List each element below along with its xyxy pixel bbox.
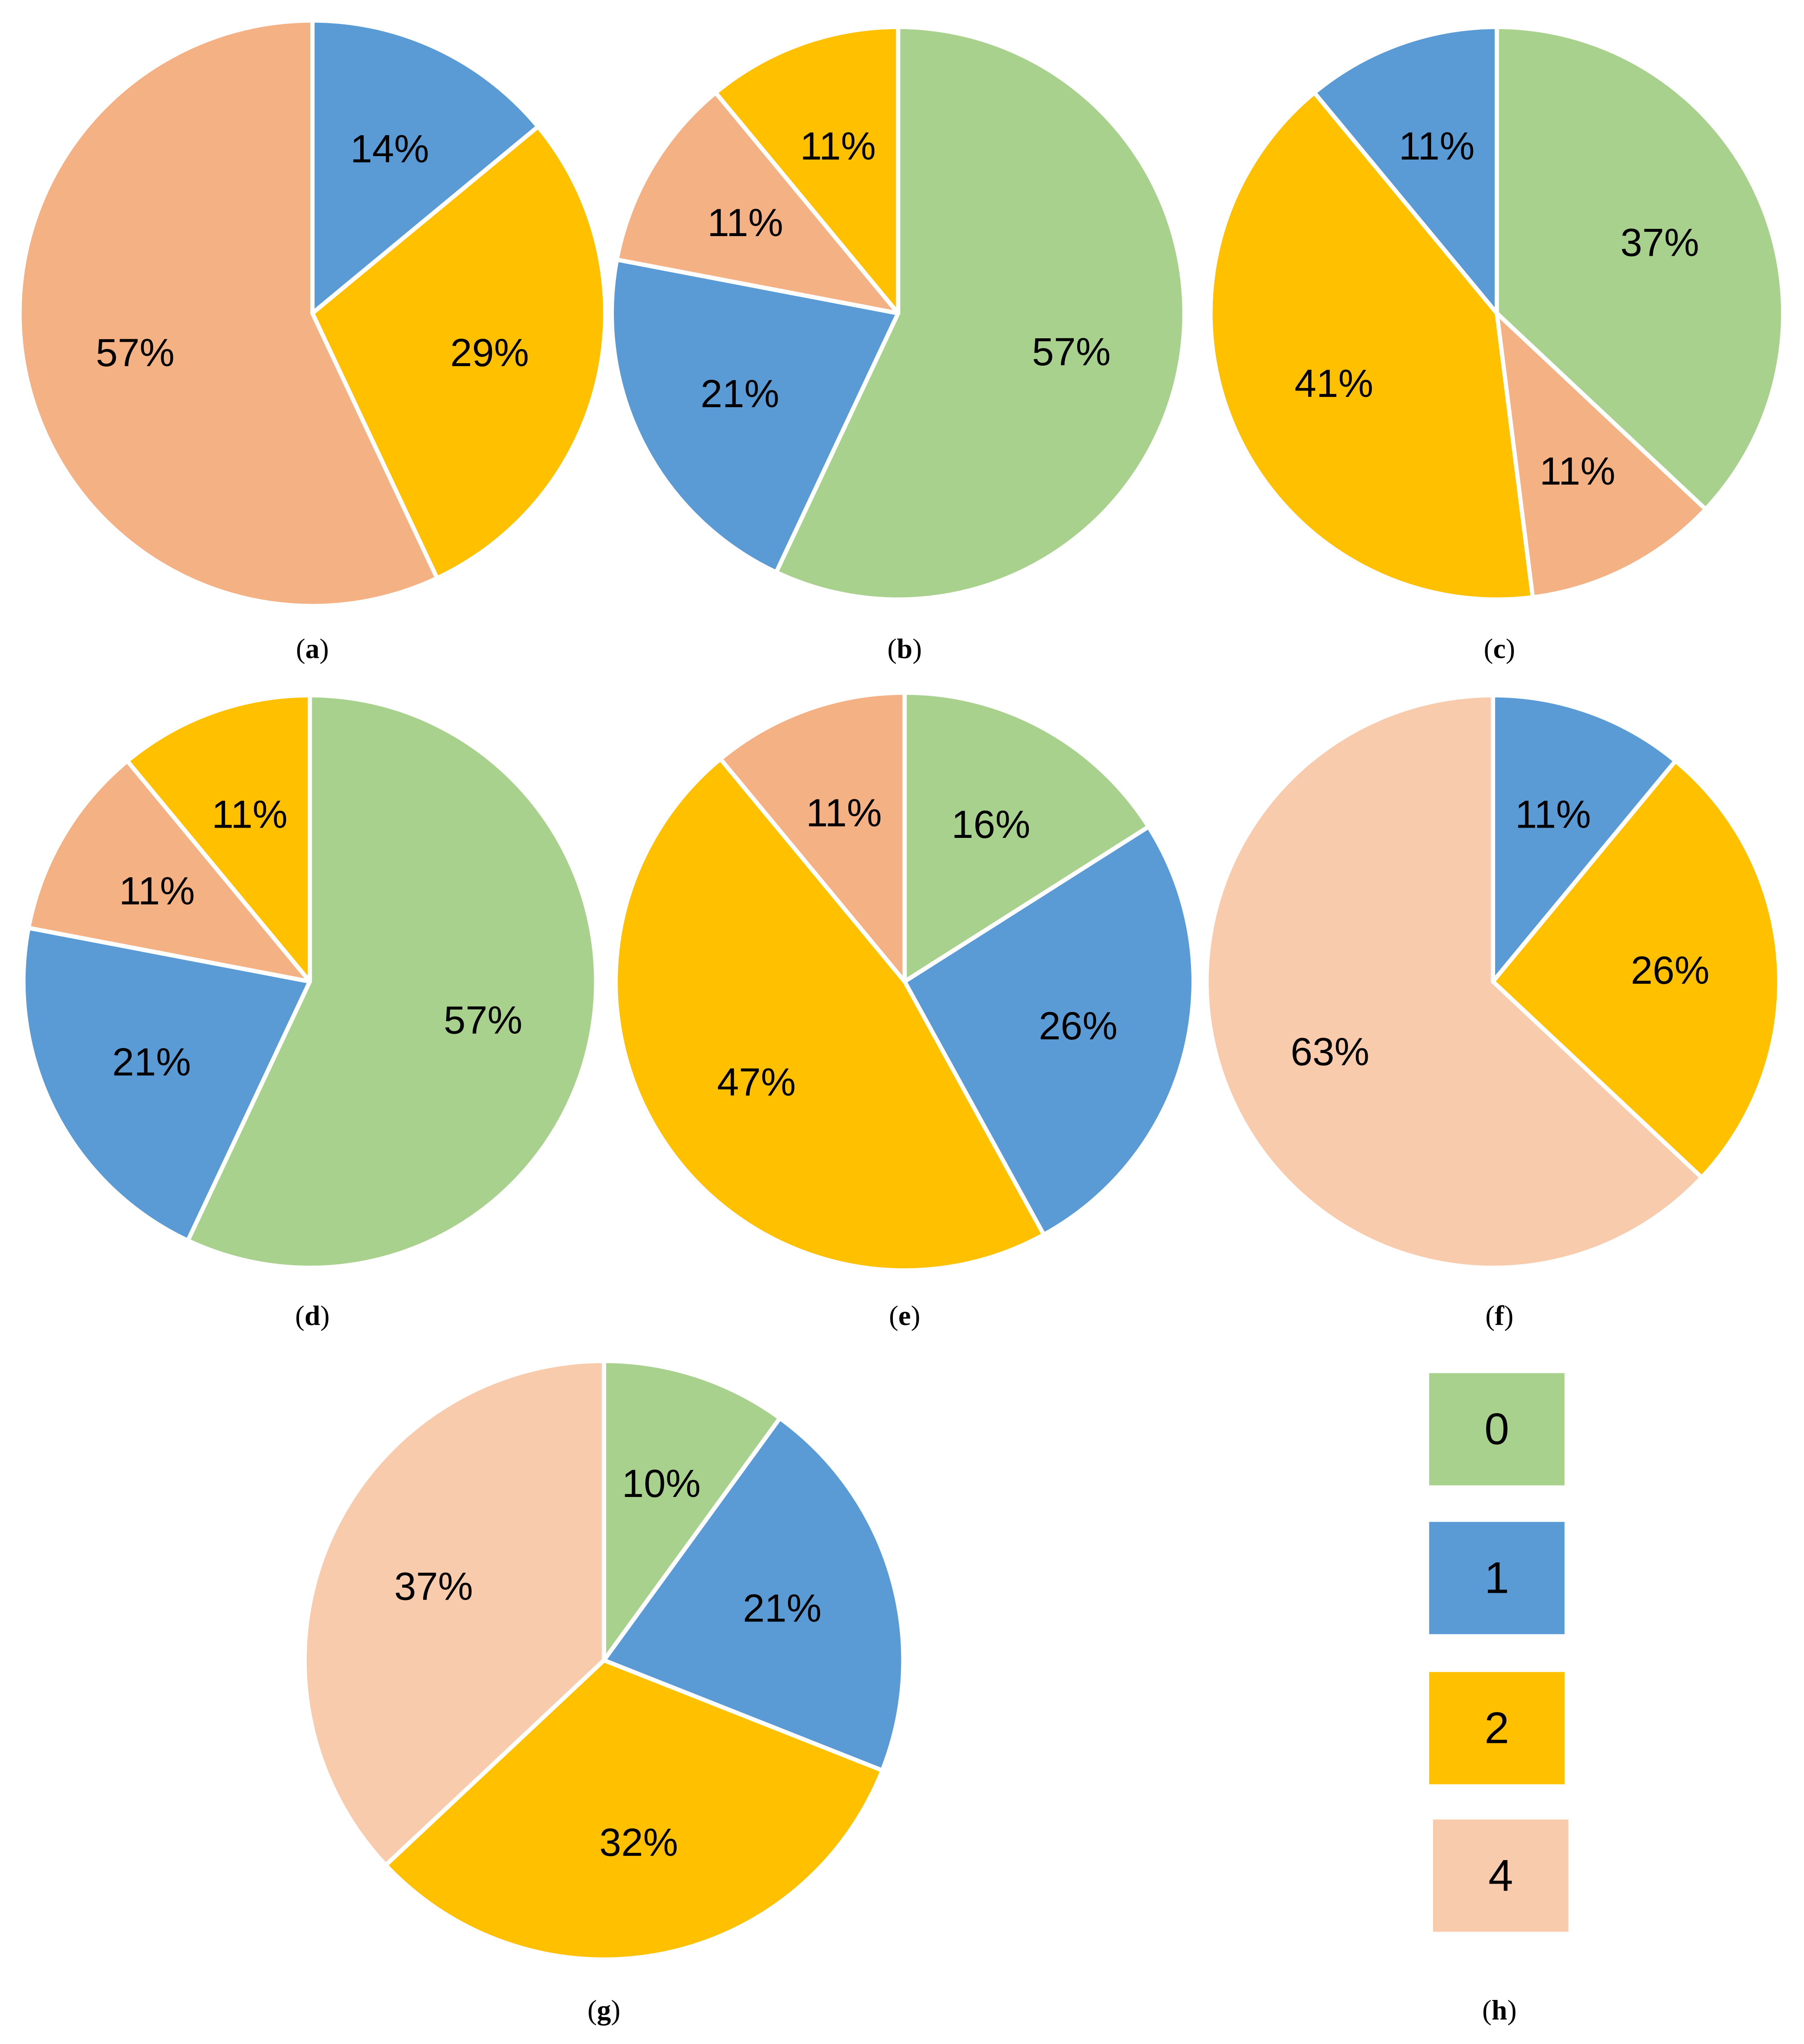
pie-slice-b-3: [713, 25, 901, 316]
slice-label-f-0: 11%: [1515, 793, 1591, 836]
slice-label-c-0: 37%: [1620, 221, 1699, 265]
caption-c: (c): [1484, 633, 1515, 664]
pie-slice-b-1: [610, 257, 901, 575]
pie-slice-d-1: [21, 926, 312, 1243]
slice-label-g-1: 21%: [743, 1587, 821, 1630]
pie-slice-d-3: [125, 693, 312, 984]
slice-label-c-3: 11%: [1399, 124, 1475, 168]
caption-letter: a: [305, 633, 320, 664]
slice-label-e-1: 26%: [1039, 1004, 1117, 1048]
slice-label-c-1: 11%: [1540, 450, 1615, 493]
caption-b: (b): [887, 633, 922, 664]
caption-letter: e: [898, 1300, 911, 1331]
pie-slice-d-0: [186, 693, 598, 1270]
pie-slice-f-0: [1490, 693, 1678, 984]
pie-slice-d-2: [26, 759, 312, 984]
legend: 0 1 2 4: [1429, 1373, 1569, 1932]
pie-chart-d: 57% 21% 11% 11%: [21, 693, 598, 1270]
pie-slice-b-0: [774, 25, 1187, 602]
pie-chart-e: 16% 26% 47% 11%: [613, 690, 1196, 1273]
pie-slice-c-1: [1494, 311, 1708, 600]
pie-slice-g-1: [601, 1416, 906, 1773]
legend-swatch-4: [1433, 1819, 1569, 1932]
pie-slice-e-3: [718, 690, 907, 984]
pie-slice-g-3: [302, 1359, 606, 1867]
pie-slice-f-2: [1204, 693, 1704, 1270]
caption-letter: b: [897, 633, 912, 664]
slice-label-e-2: 47%: [717, 1060, 796, 1104]
pie-slice-a-0: [310, 18, 540, 316]
caption-a: (a): [296, 633, 329, 664]
legend-swatch-0: [1429, 1373, 1565, 1485]
slice-label-a-0: 14%: [350, 127, 429, 171]
pie-slice-e-0: [902, 690, 1151, 984]
pie-slice-e-2: [613, 757, 1046, 1273]
slice-label-e-3: 11%: [806, 791, 882, 835]
slice-label-b-3: 11%: [800, 124, 876, 168]
slice-label-d-1: 21%: [112, 1040, 191, 1084]
pie-slice-a-2: [17, 18, 439, 608]
slice-label-d-2: 11%: [119, 870, 195, 913]
pie-slice-e-1: [902, 824, 1196, 1237]
caption-e: (e): [889, 1300, 920, 1331]
caption-letter: c: [1493, 633, 1505, 664]
legend-label-4: 4: [1488, 1851, 1513, 1900]
caption-letter: g: [597, 1994, 611, 2026]
legend-swatch-2: [1429, 1672, 1565, 1784]
legend-label-2: 2: [1484, 1703, 1509, 1753]
caption-letter: h: [1492, 1994, 1508, 2026]
pie-slice-f-1: [1490, 759, 1782, 1180]
slice-label-f-2: 63%: [1291, 1030, 1369, 1074]
slice-label-e-0: 16%: [951, 803, 1030, 846]
pie-slice-c-2: [1208, 90, 1535, 602]
slice-label-d-3: 11%: [212, 793, 287, 836]
pie-chart-a: 14% 29% 57%: [17, 18, 607, 608]
pie-chart-b: 57% 21% 11% 11%: [610, 25, 1187, 602]
pie-slice-g-2: [383, 1658, 885, 1962]
slice-label-b-2: 11%: [708, 201, 783, 245]
pie-chart-f: 11% 26% 63%: [1204, 693, 1782, 1270]
slice-label-g-2: 32%: [599, 1821, 678, 1864]
caption-g: (g): [587, 1994, 620, 2026]
pie-slice-c-0: [1494, 25, 1786, 512]
slice-label-f-1: 26%: [1631, 949, 1709, 992]
caption-h: (h): [1482, 1994, 1517, 2026]
pie-slice-b-2: [614, 90, 901, 316]
legend-label-1: 1: [1484, 1553, 1509, 1603]
legend-swatch-1: [1429, 1522, 1565, 1634]
slice-label-a-2: 57%: [96, 331, 175, 375]
slice-label-g-3: 37%: [394, 1565, 473, 1608]
pie-slice-c-3: [1312, 25, 1499, 316]
caption-f: (f): [1485, 1300, 1514, 1331]
pie-chart-c: 37% 11% 41% 11%: [1208, 25, 1786, 602]
slice-label-b-1: 21%: [701, 372, 779, 416]
slice-label-b-0: 57%: [1032, 330, 1111, 374]
slice-label-a-1: 29%: [450, 331, 529, 375]
caption-d: (d): [295, 1300, 330, 1331]
pie-slice-g-0: [601, 1359, 782, 1662]
pie-chart-g: 10% 21% 32% 37%: [302, 1359, 906, 1962]
slice-label-g-0: 10%: [622, 1462, 701, 1506]
slice-label-c-2: 41%: [1294, 362, 1373, 405]
caption-letter: f: [1495, 1300, 1505, 1331]
slice-label-d-0: 57%: [444, 998, 522, 1042]
legend-label-0: 0: [1484, 1405, 1509, 1454]
caption-letter: d: [305, 1300, 320, 1331]
